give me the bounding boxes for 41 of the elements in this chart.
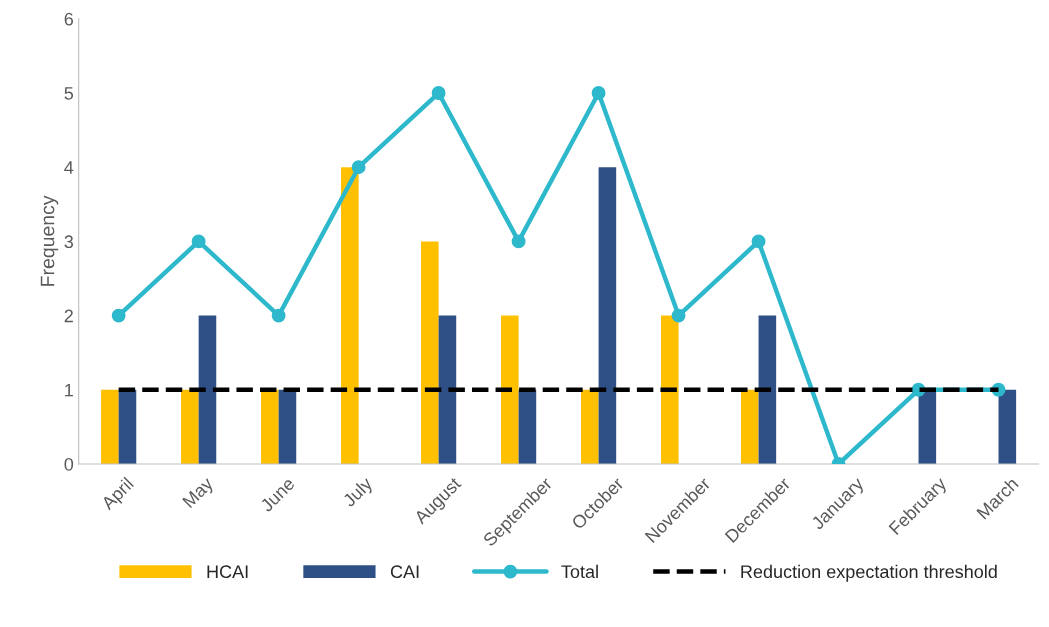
y-tick-label: 3 — [64, 235, 74, 249]
bar — [758, 315, 777, 464]
point — [191, 234, 206, 249]
bar — [341, 167, 359, 464]
y-tick-label: 5 — [64, 87, 74, 100]
bar — [740, 389, 759, 464]
point — [671, 308, 686, 323]
legend-label: CAI — [390, 565, 419, 579]
y-tick-label: 6 — [64, 12, 74, 26]
bar — [261, 389, 279, 464]
bar — [278, 389, 297, 464]
bar — [660, 315, 679, 464]
bar — [198, 315, 217, 464]
bar — [580, 389, 599, 464]
legend-label: HCAI — [207, 565, 248, 579]
bar — [998, 389, 1017, 464]
y-axis-title: Frequency — [40, 195, 59, 286]
point — [511, 234, 526, 249]
bar — [118, 389, 137, 464]
bar — [918, 389, 937, 464]
bar — [101, 389, 119, 464]
y-tick-label: 4 — [64, 161, 74, 174]
bar — [181, 389, 199, 464]
point — [271, 308, 286, 323]
bar — [421, 241, 439, 464]
x-tick-label: May — [182, 476, 217, 511]
y-tick-label: 2 — [64, 309, 73, 323]
bar — [438, 315, 457, 464]
point — [431, 86, 446, 100]
legend-label: Reduction expectation threshold — [741, 564, 997, 582]
point — [351, 160, 366, 175]
bar — [518, 389, 537, 464]
bar — [598, 167, 617, 464]
y-tick-label: 0 — [64, 457, 74, 471]
legend-label: Total — [561, 564, 598, 579]
point — [591, 86, 606, 100]
x-tick-label: July — [341, 475, 376, 511]
point — [111, 308, 126, 323]
y-tick-label: 1 — [65, 383, 73, 397]
point — [751, 234, 766, 249]
bar — [501, 315, 519, 464]
